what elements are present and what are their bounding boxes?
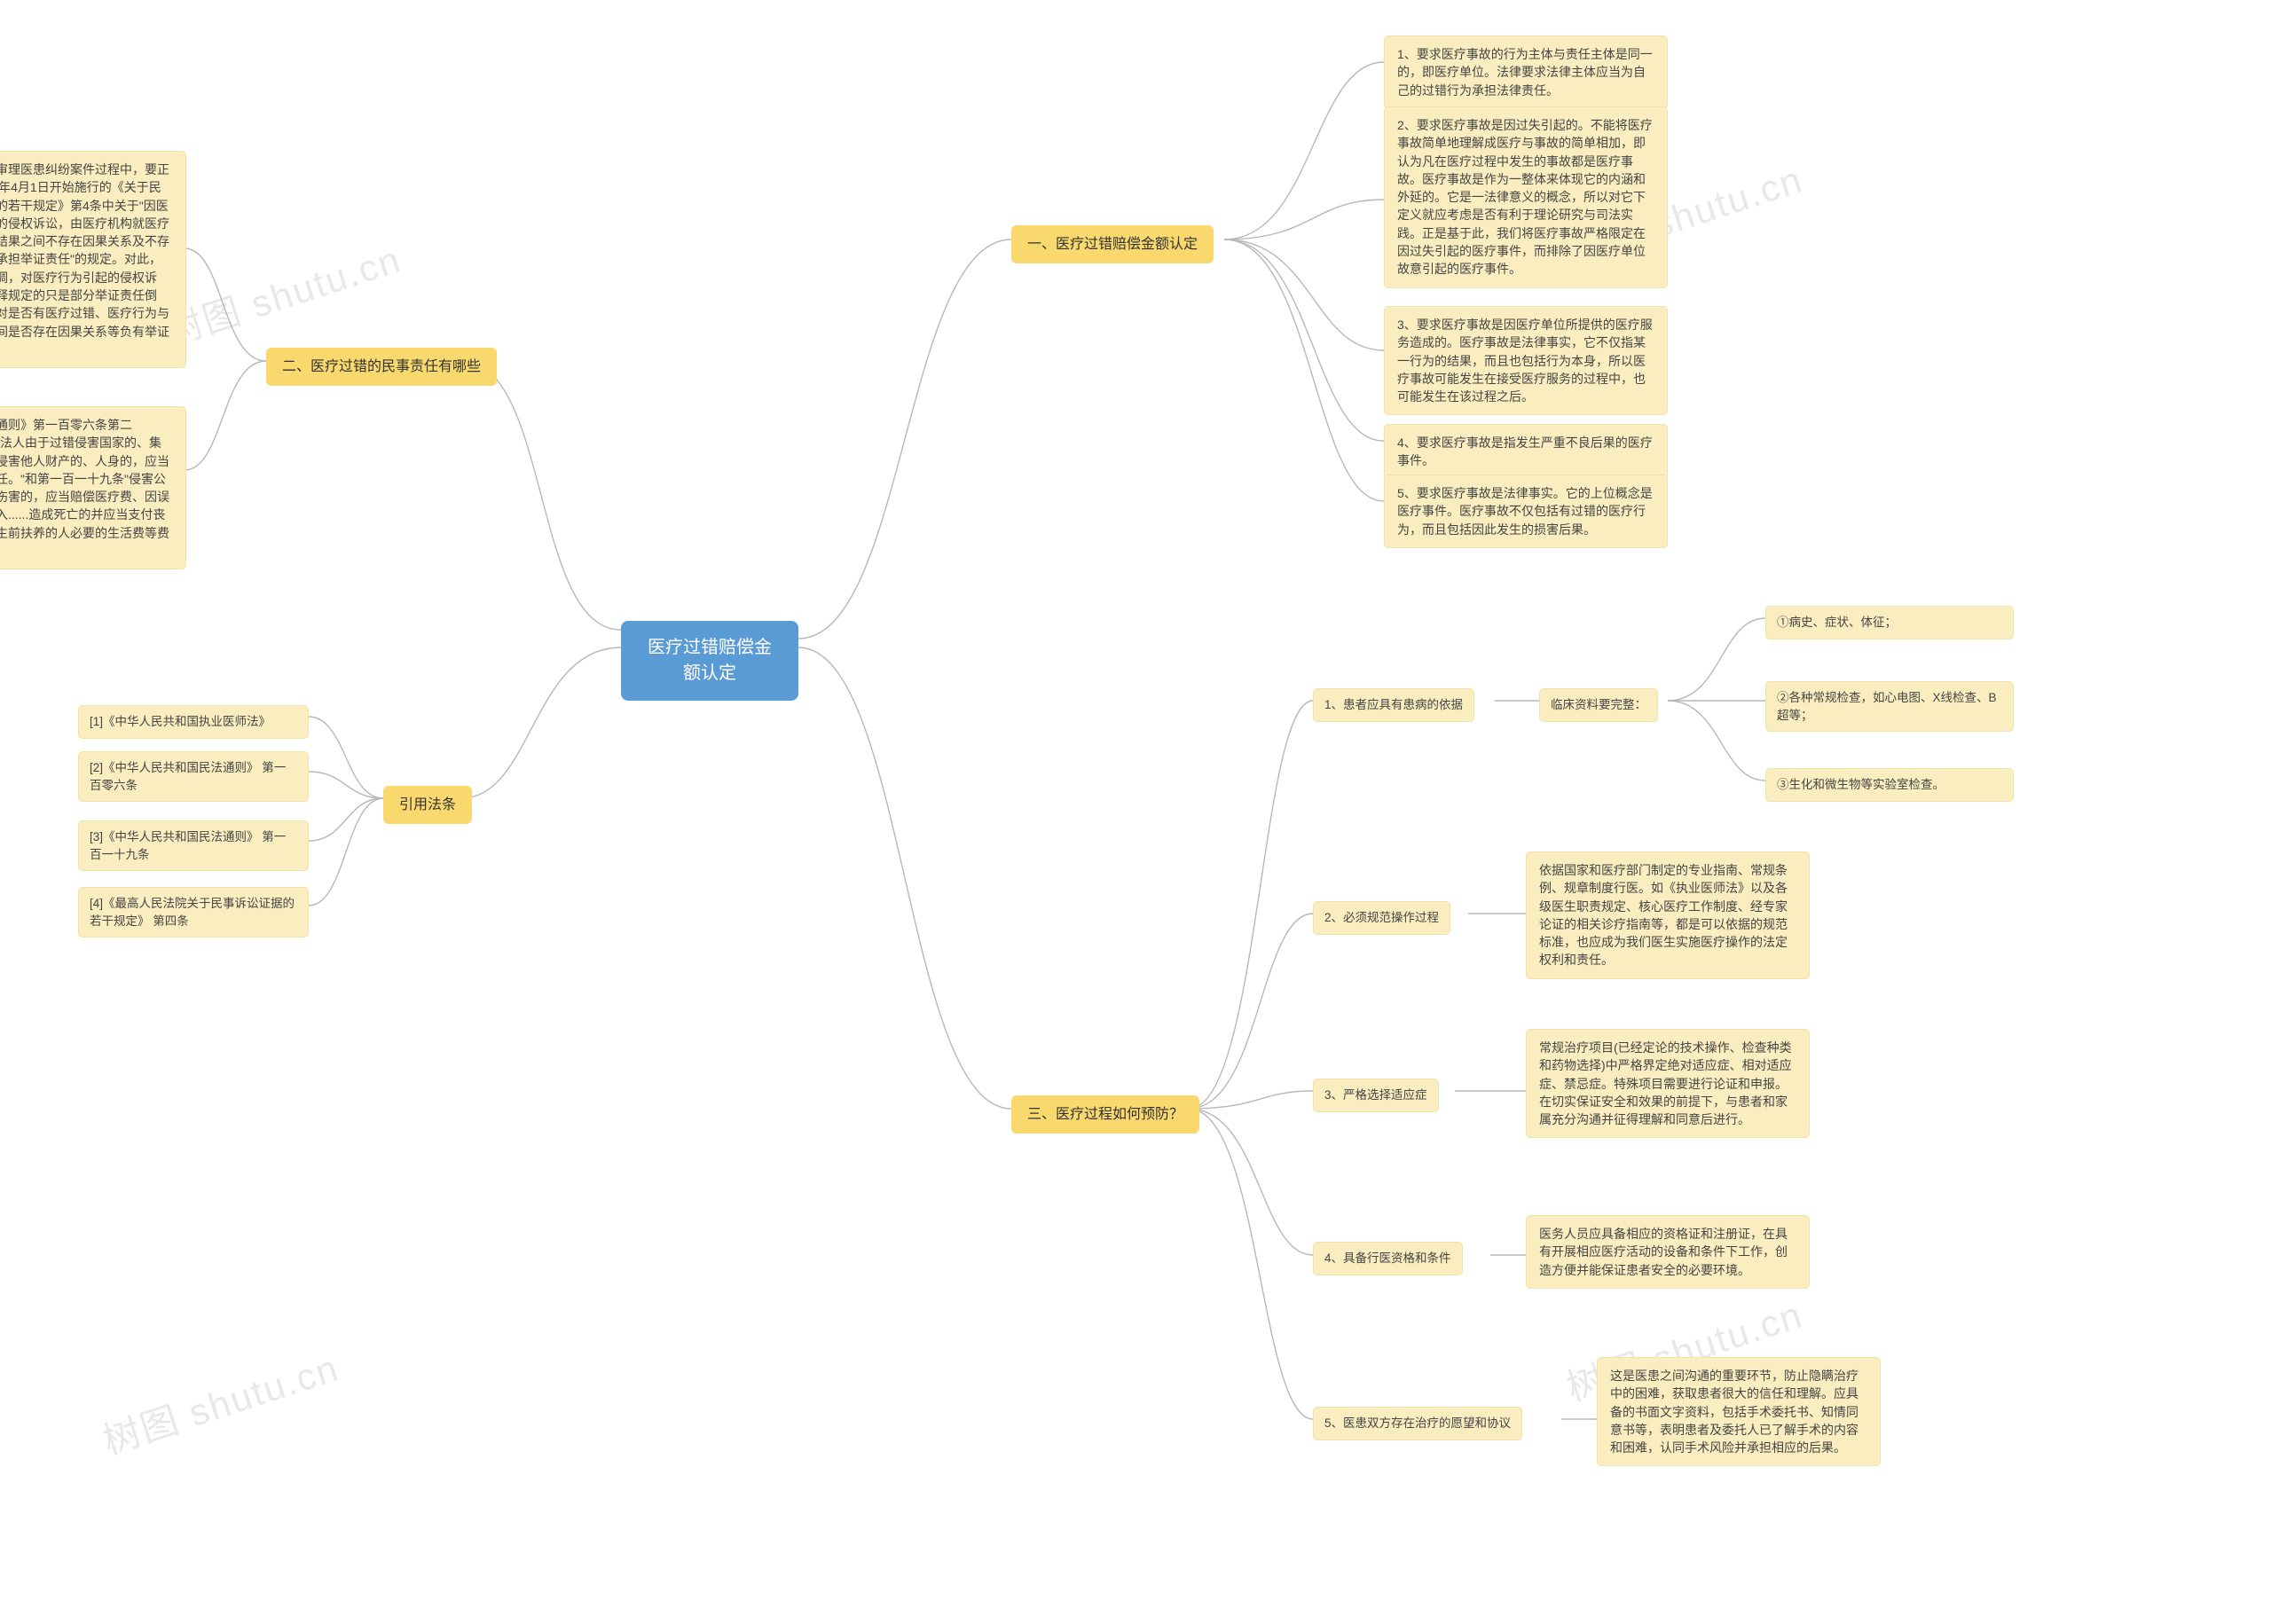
b4-leaf-1: [1]《中华人民共和国执业医师法》 xyxy=(78,705,309,739)
b3-item-4: 4、具备行医资格和条件 xyxy=(1313,1242,1463,1275)
b3-item-2: 2、必须规范操作过程 xyxy=(1313,901,1450,935)
b4-leaf-3: [3]《中华人民共和国民法通则》 第一百一十九条 xyxy=(78,820,309,871)
branch-2: 二、医疗过错的民事责任有哪些 xyxy=(266,348,497,386)
b1-leaf-5: 5、要求医疗事故是法律事实。它的上位概念是医疗事件。医疗事故不仅包括有过错的医疗… xyxy=(1384,475,1668,548)
branch-1: 一、医疗过错赔偿金额认定 xyxy=(1011,225,1214,263)
b4-leaf-2: [2]《中华人民共和国民法通则》 第一百零六条 xyxy=(78,751,309,802)
branch-4: 引用法条 xyxy=(383,786,472,824)
b2-leaf-1: 人民法院在审理医患纠纷案件过程中，要正确理解2002年4月1日开始施行的《关于民… xyxy=(0,151,186,368)
b3-item-5-detail: 这是医患之间沟通的重要环节，防止隐瞒治疗中的困难，获取患者很大的信任和理解。应具… xyxy=(1597,1357,1881,1466)
watermark: 树图 shutu.cn xyxy=(157,230,407,357)
root-node: 医疗过错赔偿金额认定 xyxy=(621,621,798,701)
b3-item-1-sub-2: ②各种常规检查，如心电图、X线检查、B超等； xyxy=(1765,681,2014,732)
b3-item-3: 3、严格选择适应症 xyxy=(1313,1079,1439,1112)
b4-leaf-4: [4]《最高人民法院关于民事诉讼证据的若干规定》 第四条 xyxy=(78,887,309,938)
b2-leaf-2: 根据《民法通则》第一百零六条第二款："公民、法人由于过错侵害国家的、集体的财产，… xyxy=(0,406,186,569)
b3-item-1: 1、患者应具有患病的依据 xyxy=(1313,688,1474,722)
b3-item-1-mid: 临床资料要完整： xyxy=(1539,688,1658,722)
b3-item-2-detail: 依据国家和医疗部门制定的专业指南、常规条例、规章制度行医。如《执业医师法》以及各… xyxy=(1526,851,1810,979)
b3-item-1-sub-1: ①病史、症状、体征； xyxy=(1765,606,2014,639)
b1-leaf-4: 4、要求医疗事故是指发生严重不良后果的医疗事件。 xyxy=(1384,424,1668,480)
branch-3: 三、医疗过程如何预防？ xyxy=(1011,1095,1199,1134)
b1-leaf-1: 1、要求医疗事故的行为主体与责任主体是同一的，即医疗单位。法律要求法律主体应当为… xyxy=(1384,35,1668,109)
b1-leaf-2: 2、要求医疗事故是因过失引起的。不能将医疗事故简单地理解成医疗与事故的简单相加，… xyxy=(1384,106,1668,288)
b3-item-4-detail: 医务人员应具备相应的资格证和注册证，在具有开展相应医疗活动的设备和条件下工作，创… xyxy=(1526,1215,1810,1289)
b1-leaf-3: 3、要求医疗事故是因医疗单位所提供的医疗服务造成的。医疗事故是法律事实，它不仅指… xyxy=(1384,306,1668,415)
watermark: 树图 shutu.cn xyxy=(95,1338,345,1465)
b3-item-1-sub-3: ③生化和微生物等实验室检查。 xyxy=(1765,768,2014,802)
b3-item-5: 5、医患双方存在治疗的愿望和协议 xyxy=(1313,1407,1522,1440)
b3-item-3-detail: 常规治疗项目(已经定论的技术操作、检查种类和药物选择)中严格界定绝对适应症、相对… xyxy=(1526,1029,1810,1138)
